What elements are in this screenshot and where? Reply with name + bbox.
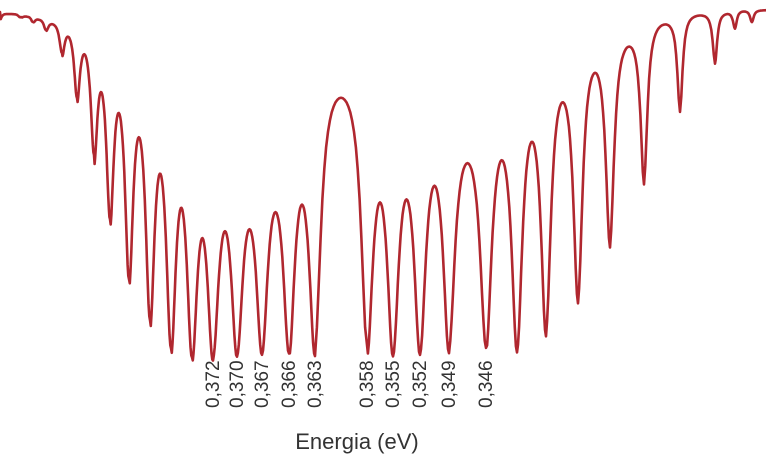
energy-tick-label: 0,352	[410, 360, 431, 408]
energy-tick-label: 0,372	[203, 360, 224, 408]
spectrum-line	[0, 8, 766, 362]
energy-tick-label: 0,370	[227, 360, 248, 408]
energy-tick-label: 0,346	[476, 360, 497, 408]
energy-tick-label: 0,355	[383, 360, 404, 408]
energy-tick-label: 0,358	[357, 360, 378, 408]
energy-tick-labels: 0,372 0,370 0,367 0,366 0,363 0,358 0,355 0,352…	[203, 360, 497, 408]
energy-tick-label: 0,366	[279, 360, 300, 408]
x-axis-title: Energia (eV)	[295, 429, 419, 454]
energy-tick-label: 0,367	[252, 360, 273, 408]
energy-tick-label: 0,363	[305, 360, 326, 408]
energy-tick-label: 0,349	[439, 360, 460, 408]
